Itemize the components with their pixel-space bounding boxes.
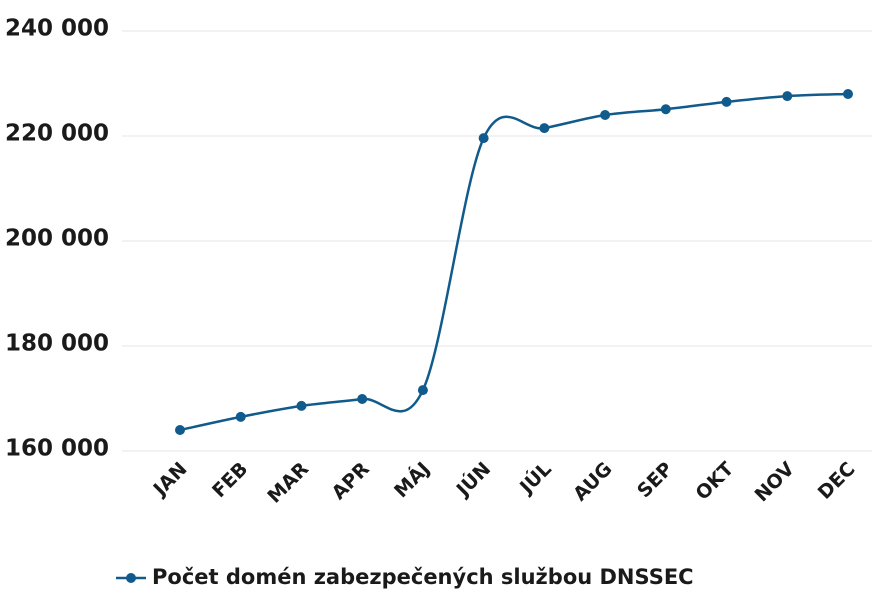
y-tick-label: 160 000 [5,436,109,462]
line [179,92,849,432]
legend-label: Počet domén zabezpečených službou DNSSEC [152,565,694,589]
marker [660,104,671,115]
x-tick-label: SEP [633,458,677,502]
y-tick-label: 240 000 [5,16,109,42]
x-tick-label: AUG [569,458,616,505]
x-tick-label: OKT [692,458,739,505]
marker [600,110,611,120]
x-tick-label: JÚN [450,457,496,503]
x-tick-label: FEB [208,458,252,502]
legend-marker [126,573,136,583]
x-tick-label: NOV [751,458,799,506]
marker [417,385,428,396]
x-tick-label: MAR [263,458,313,508]
x-tick-label: DEC [814,458,860,504]
y-tick-label: 200 000 [5,226,109,252]
x-tick-label: JAN [148,458,192,502]
marker [296,400,307,411]
marker [721,96,732,107]
marker [235,411,246,422]
y-tick-label: 180 000 [5,331,109,357]
x-tick-label: APR [328,458,374,504]
marker [539,123,550,134]
marker [478,133,489,144]
x-tick-label: MÁJ [389,457,434,502]
x-tick-label: JÚL [513,457,556,500]
marker [357,394,368,405]
marker [175,425,185,435]
marker [782,91,793,102]
marker [843,89,853,99]
y-tick-label: 220 000 [5,121,109,147]
